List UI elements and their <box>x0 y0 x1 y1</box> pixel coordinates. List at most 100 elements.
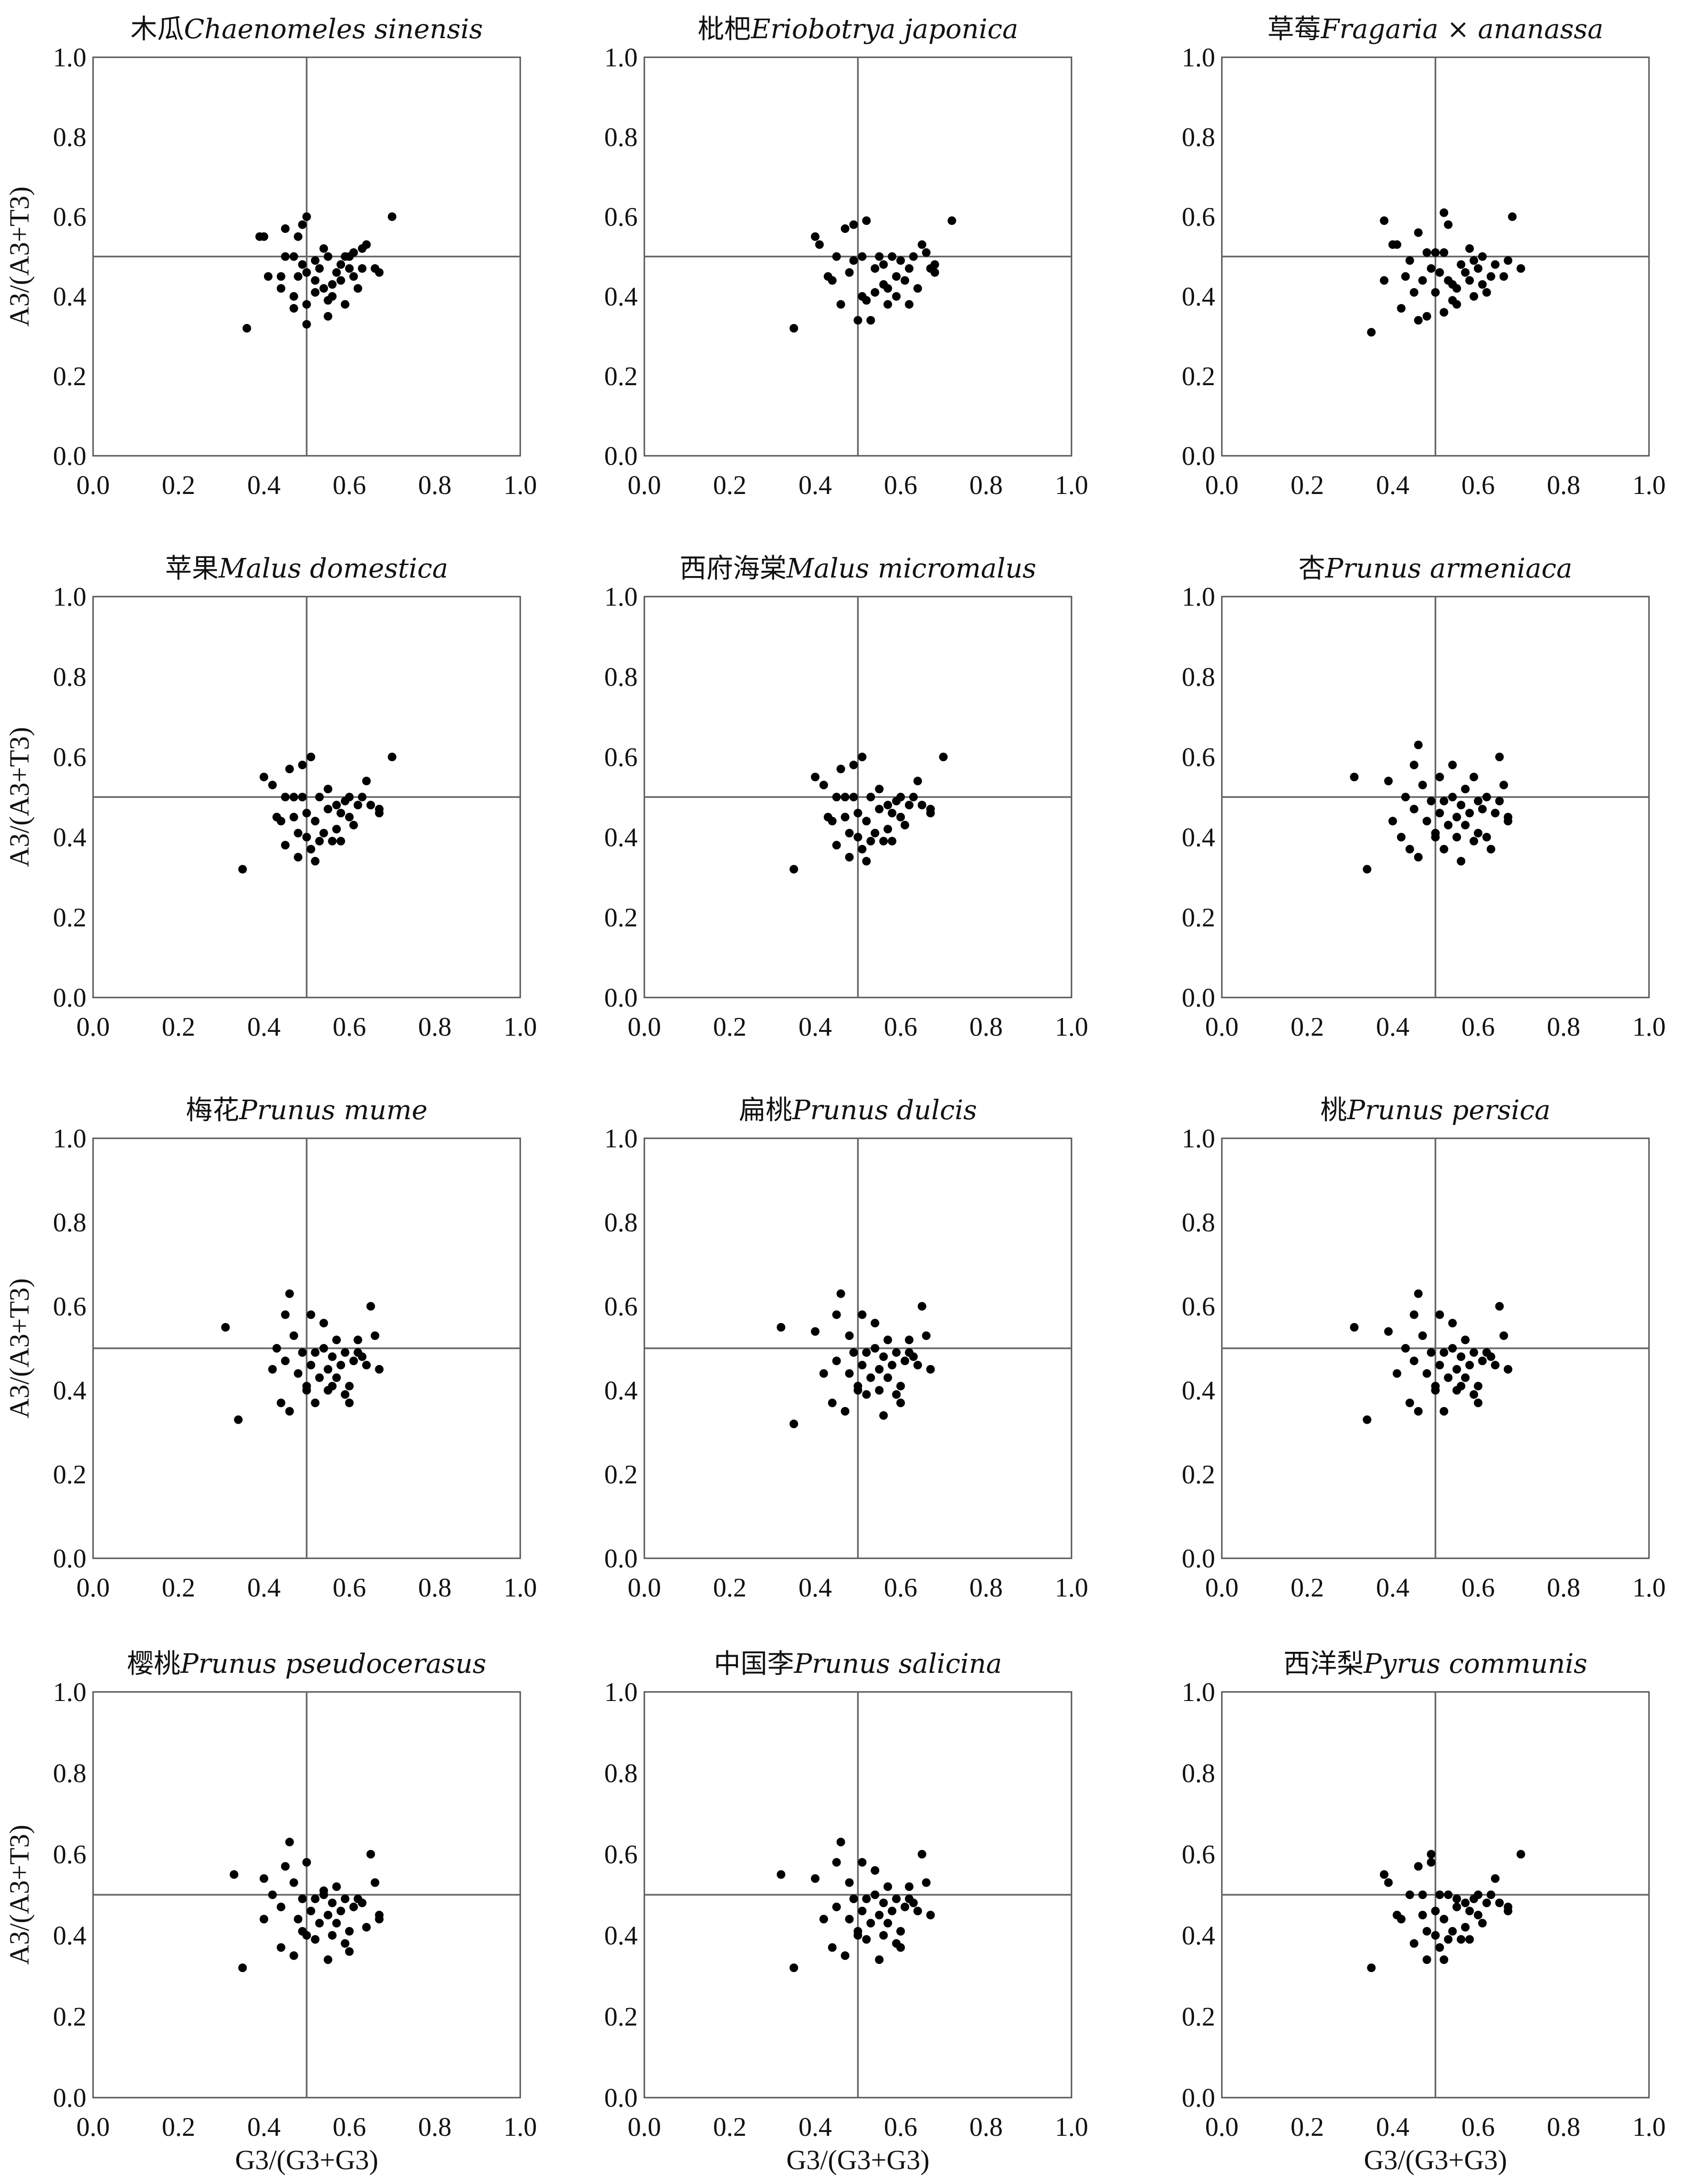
y-tick-label: 0.0 <box>604 983 638 1013</box>
scatter-point <box>917 800 926 809</box>
scatter-point <box>1422 1369 1431 1378</box>
scatter-point <box>328 1931 337 1940</box>
scatter-point <box>1397 1915 1406 1923</box>
scatter-point <box>1457 1935 1466 1944</box>
x-tick-label: 0.6 <box>1461 1012 1495 1042</box>
x-axis-label: G3/(G3+G3) <box>1364 2144 1507 2175</box>
scatter-point <box>888 808 897 818</box>
scatter-point <box>879 1899 888 1907</box>
scatter-point <box>311 1935 320 1944</box>
scatter-point <box>883 800 893 809</box>
scatter-point <box>879 260 888 269</box>
scatter-point <box>939 753 948 761</box>
y-tick-label: 1.0 <box>1182 1124 1215 1154</box>
scatter-point <box>298 260 307 269</box>
title-latin-name: Prunus dulcis <box>792 1095 977 1126</box>
y-tick-label: 0.8 <box>604 1208 638 1238</box>
y-tick-label: 0.8 <box>53 662 86 692</box>
scatter-point <box>858 753 867 761</box>
scatter-point <box>289 292 298 301</box>
y-tick-label: 0.6 <box>604 743 638 772</box>
scatter-point <box>302 1858 311 1867</box>
scatter-point <box>836 765 845 774</box>
scatter-point <box>315 1373 324 1382</box>
scatter-point <box>896 1382 905 1391</box>
x-tick-label: 0.6 <box>1461 471 1495 500</box>
scatter-point <box>866 793 875 801</box>
scatter-point <box>904 800 914 809</box>
scatter-point <box>930 268 939 277</box>
scatter-point <box>289 252 298 261</box>
scatter-point <box>388 212 397 221</box>
scatter-point <box>1461 1899 1470 1907</box>
scatter-point <box>875 785 884 794</box>
scatter-point <box>1439 248 1449 257</box>
scatter-point <box>311 1894 320 1903</box>
scatter-point <box>947 216 956 225</box>
scatter-point <box>298 1348 307 1357</box>
scatter-point <box>1452 1365 1461 1374</box>
scatter-point <box>328 1899 337 1907</box>
scatter-point <box>871 1866 880 1875</box>
scatter-point <box>1405 1398 1414 1407</box>
y-tick-label: 0.0 <box>1182 441 1215 471</box>
y-tick-label: 0.0 <box>53 983 86 1013</box>
scatter-point <box>336 276 346 285</box>
x-tick-label: 1.0 <box>1632 2112 1666 2142</box>
scatter-point <box>1452 1894 1461 1903</box>
x-tick-label: 0.2 <box>1291 1012 1324 1042</box>
scatter-point <box>1486 272 1495 281</box>
scatter-point <box>1401 272 1410 281</box>
scatter-point <box>909 1899 918 1907</box>
x-tick-label: 0.0 <box>1205 471 1239 500</box>
scatter-point <box>281 1356 290 1365</box>
scatter-point <box>866 837 875 846</box>
scatter-point <box>285 765 294 774</box>
scatter-point <box>294 1915 303 1923</box>
scatter-point <box>1435 1943 1444 1952</box>
scatter-point <box>332 1335 341 1344</box>
scatter-point <box>1461 1335 1470 1344</box>
scatter-point <box>311 276 320 285</box>
scatter-point <box>294 829 303 838</box>
scatter-point <box>294 272 303 281</box>
y-tick-label: 1.0 <box>53 1678 86 1707</box>
scatter-point <box>1448 793 1457 801</box>
scatter-point <box>324 1911 333 1920</box>
x-tick-label: 0.2 <box>1291 2112 1324 2142</box>
scatter-point <box>276 1398 285 1407</box>
scatter-point <box>845 1915 854 1923</box>
scatter-point <box>302 833 311 841</box>
y-axis-label: A3/(A3+T3) <box>4 187 35 327</box>
x-tick-label: 0.6 <box>333 1573 366 1603</box>
y-tick-label: 0.4 <box>604 1376 638 1406</box>
scatter-panel: 草莓Fragaria × ananassa 0.0 0.2 0.4 0.6 0.8 1.0 0… <box>1182 14 1666 500</box>
x-tick-label: 0.0 <box>76 471 110 500</box>
y-tick-label: 0.6 <box>53 1840 86 1869</box>
scatter-point <box>230 1870 239 1879</box>
x-tick-label: 0.0 <box>628 1012 661 1042</box>
scatter-point <box>285 1838 294 1847</box>
y-tick-label: 0.8 <box>53 1208 86 1238</box>
x-tick-label: 0.2 <box>162 1573 195 1603</box>
y-tick-label: 0.6 <box>1182 202 1215 232</box>
y-tick-label: 0.0 <box>1182 983 1215 1013</box>
scatter-point <box>828 817 837 826</box>
scatter-point <box>858 252 867 261</box>
scatter-point <box>306 845 315 854</box>
y-tick-label: 0.0 <box>53 2083 86 2113</box>
x-tick-label: 0.0 <box>76 1012 110 1042</box>
scatter-point <box>888 1907 897 1915</box>
scatter-point <box>1503 256 1512 265</box>
scatter-point <box>315 1919 324 1928</box>
scatter-point <box>892 1894 901 1903</box>
scatter-point <box>281 793 290 801</box>
scatter-point <box>900 1356 909 1365</box>
scatter-point <box>353 284 362 293</box>
scatter-point <box>1470 837 1479 846</box>
scatter-point <box>353 800 362 809</box>
panel-title: 樱桃Prunus pseudocerasus <box>127 1648 486 1680</box>
scatter-point <box>1363 1415 1372 1424</box>
scatter-point <box>1418 780 1427 789</box>
